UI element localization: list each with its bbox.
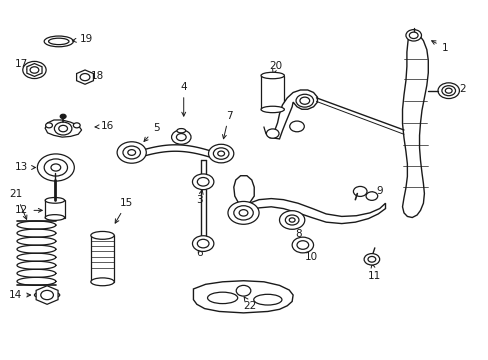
Circle shape	[289, 121, 304, 132]
Ellipse shape	[253, 294, 282, 305]
Polygon shape	[77, 70, 93, 84]
Circle shape	[30, 67, 39, 73]
Circle shape	[51, 164, 61, 171]
Polygon shape	[193, 281, 292, 313]
Circle shape	[176, 134, 186, 141]
Circle shape	[192, 236, 213, 251]
Bar	[261, 76, 284, 109]
Bar	[45, 201, 64, 217]
Circle shape	[41, 291, 53, 300]
Text: 14: 14	[8, 290, 31, 300]
Circle shape	[353, 186, 366, 197]
Circle shape	[127, 150, 135, 156]
Circle shape	[445, 88, 451, 93]
Text: 20: 20	[269, 61, 282, 74]
Circle shape	[236, 285, 250, 296]
Polygon shape	[233, 176, 254, 214]
Text: 9: 9	[369, 186, 382, 197]
Polygon shape	[36, 286, 58, 304]
Circle shape	[208, 144, 233, 163]
Ellipse shape	[34, 292, 60, 298]
Ellipse shape	[177, 129, 185, 133]
Text: 3: 3	[196, 189, 203, 204]
Circle shape	[117, 142, 146, 163]
Ellipse shape	[45, 198, 64, 203]
Text: 15: 15	[115, 198, 133, 223]
Circle shape	[405, 30, 421, 41]
Circle shape	[288, 218, 294, 222]
Circle shape	[437, 83, 458, 99]
Text: 22: 22	[243, 297, 256, 311]
Text: 16: 16	[95, 121, 114, 131]
Circle shape	[285, 215, 298, 225]
Ellipse shape	[48, 38, 69, 45]
Polygon shape	[272, 90, 317, 139]
Text: 6: 6	[196, 246, 203, 258]
Circle shape	[279, 211, 304, 229]
Text: 7: 7	[222, 111, 232, 139]
Circle shape	[233, 206, 253, 220]
Ellipse shape	[261, 106, 284, 113]
Text: 4: 4	[180, 82, 186, 116]
Circle shape	[239, 210, 247, 216]
Circle shape	[367, 256, 375, 262]
Text: 5: 5	[144, 123, 159, 141]
Circle shape	[217, 151, 224, 156]
Circle shape	[227, 202, 259, 224]
Circle shape	[441, 86, 455, 96]
Circle shape	[59, 125, 67, 132]
Circle shape	[44, 159, 67, 176]
Text: 19: 19	[72, 34, 93, 44]
Circle shape	[408, 32, 417, 39]
Circle shape	[266, 129, 279, 138]
Circle shape	[192, 174, 213, 190]
Text: 12: 12	[15, 205, 42, 215]
Text: 10: 10	[304, 247, 318, 262]
Circle shape	[299, 97, 309, 104]
Circle shape	[73, 123, 80, 128]
Circle shape	[23, 62, 46, 78]
Bar	[91, 235, 114, 282]
Text: 1: 1	[431, 41, 447, 53]
Circle shape	[366, 192, 377, 201]
Polygon shape	[27, 64, 42, 76]
Circle shape	[54, 122, 72, 135]
Text: 8: 8	[293, 224, 302, 239]
Circle shape	[80, 73, 90, 81]
Polygon shape	[238, 199, 385, 224]
Circle shape	[213, 148, 228, 159]
Ellipse shape	[261, 72, 284, 79]
Ellipse shape	[45, 215, 64, 220]
Polygon shape	[45, 120, 81, 137]
Circle shape	[296, 241, 308, 249]
Circle shape	[364, 253, 379, 265]
Text: 2: 2	[452, 84, 465, 94]
Text: 11: 11	[367, 264, 381, 281]
Circle shape	[197, 177, 208, 186]
Circle shape	[60, 114, 66, 118]
Text: 17: 17	[15, 59, 31, 70]
Text: 21: 21	[9, 189, 27, 219]
Circle shape	[291, 237, 313, 253]
Polygon shape	[402, 33, 427, 217]
Ellipse shape	[207, 292, 237, 303]
Text: 18: 18	[85, 71, 104, 81]
Text: 13: 13	[15, 162, 35, 172]
Circle shape	[197, 239, 208, 248]
Circle shape	[171, 130, 191, 144]
Circle shape	[122, 146, 140, 159]
Ellipse shape	[91, 278, 114, 286]
Circle shape	[37, 154, 74, 181]
Circle shape	[295, 94, 313, 107]
Ellipse shape	[44, 36, 73, 47]
Ellipse shape	[91, 231, 114, 239]
Circle shape	[45, 123, 52, 128]
